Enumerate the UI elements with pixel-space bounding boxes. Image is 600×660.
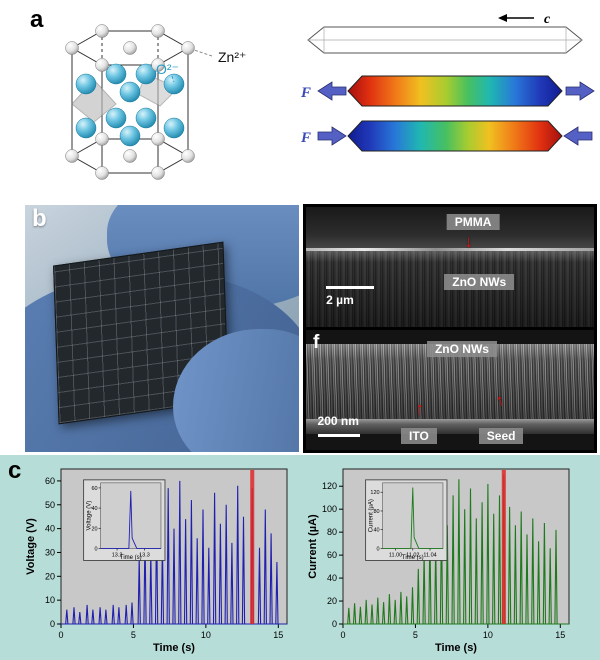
pmma-interface-line — [306, 247, 594, 252]
o-ion-label: O²⁻ — [156, 61, 179, 77]
svg-text:Voltage (V): Voltage (V) — [87, 501, 93, 531]
svg-text:40: 40 — [373, 528, 379, 534]
svg-text:120: 120 — [322, 481, 337, 491]
panel-a-label: a — [30, 6, 44, 33]
current-chart-svg: 0 5 10 15 0 20 40 60 80 100 120 Time (s) Current (µA… — [307, 468, 570, 654]
svg-text:Voltage (V): Voltage (V) — [25, 518, 37, 575]
sem-image-bottom: f ZnO NWs ↑ ITO ↑ Seed 200 nm — [306, 330, 594, 450]
scale-label-2um: 2 µm — [326, 293, 354, 308]
svg-text:120: 120 — [370, 490, 379, 496]
svg-text:20: 20 — [327, 596, 337, 606]
panel-c: c 0 5 10 15 0 10 20 30 40 50 60 Time (s) Voltage (V)… — [0, 455, 600, 660]
svg-text:20: 20 — [45, 571, 55, 581]
voltage-chart-svg: 0 5 10 15 0 10 20 30 40 50 60 Time (s) Voltage (V) 13… — [25, 468, 288, 654]
svg-text:60: 60 — [45, 476, 55, 486]
svg-text:0: 0 — [340, 630, 345, 640]
svg-text:15: 15 — [555, 630, 565, 640]
svg-text:80: 80 — [373, 509, 379, 515]
pmma-arrow-down-icon: ↓ — [464, 232, 473, 252]
tension-force-label: F — [300, 85, 311, 101]
panel-b: b PMMA ↓ ZnO NWs 2 µm f ZnO NWs ↑ ITO ↑ … — [0, 202, 600, 455]
svg-text:0: 0 — [58, 630, 63, 640]
zn-label-pointer — [193, 49, 213, 57]
svg-text:10: 10 — [483, 630, 493, 640]
compression-arrow-left-icon — [317, 126, 347, 146]
svg-text:50: 50 — [45, 500, 55, 510]
seed-label: Seed — [478, 428, 524, 445]
svg-text:10: 10 — [45, 595, 55, 605]
svg-text:15: 15 — [273, 630, 283, 640]
svg-text:0: 0 — [377, 546, 380, 552]
zn-ion-label: Zn²⁺ — [218, 49, 246, 65]
sem-column: PMMA ↓ ZnO NWs 2 µm f ZnO NWs ↑ ITO ↑ Se… — [303, 204, 597, 453]
svg-text:30: 30 — [45, 547, 55, 557]
panel-c-label: c — [8, 457, 22, 484]
svg-text:Current (µA): Current (µA) — [307, 514, 319, 579]
wurtzite-crystal-structure-diagram: Zn²⁺ O²⁻ — [65, 24, 246, 180]
svg-text:5: 5 — [131, 630, 136, 640]
compression-arrow-right-icon — [563, 126, 593, 146]
o-label-pointer — [171, 75, 175, 83]
svg-text:Current (µA): Current (µA) — [369, 499, 375, 532]
svg-text:0: 0 — [332, 619, 337, 629]
compression-force-label: F — [300, 130, 311, 146]
voltage-chart: 0 5 10 15 0 10 20 30 40 50 60 Time (s) Voltage (V) 13… — [24, 462, 294, 654]
oxygen-atoms — [75, 63, 185, 147]
svg-text:Time (s): Time (s) — [120, 555, 142, 561]
tension-rod — [347, 75, 563, 107]
nanowire-piezopotential-schematic: c F F — [300, 12, 595, 152]
compressed-nanowire: F — [300, 120, 593, 152]
svg-text:Time (s): Time (s) — [153, 642, 195, 654]
svg-text:Time (s): Time (s) — [435, 642, 477, 654]
svg-text:13.2: 13.2 — [112, 552, 123, 558]
scale-label-200nm: 200 nm — [317, 414, 359, 428]
svg-text:40: 40 — [327, 573, 337, 583]
svg-text:40: 40 — [45, 524, 55, 534]
zinc-atoms — [65, 24, 195, 180]
unstrained-nanowire — [307, 26, 583, 54]
svg-text:60: 60 — [327, 550, 337, 560]
zno-nws-label-bottom: ZnO NWs — [426, 340, 497, 357]
svg-text:0: 0 — [95, 546, 98, 552]
panel-b-label: b — [32, 205, 47, 232]
zno-nws-label-top: ZnO NWs — [444, 274, 515, 291]
svg-text:10: 10 — [201, 630, 211, 640]
svg-text:5: 5 — [413, 630, 418, 640]
compression-rod — [347, 120, 563, 152]
svg-text:13.3: 13.3 — [139, 552, 150, 558]
c-axis-label: c — [544, 12, 551, 27]
tension-arrow-left-icon — [317, 81, 347, 101]
ito-label: ITO — [401, 428, 437, 445]
svg-text:20: 20 — [91, 526, 97, 532]
scale-bar-200nm — [317, 434, 360, 438]
svg-text:Time (s): Time (s) — [402, 555, 424, 561]
pmma-label: PMMA — [446, 214, 500, 231]
svg-text:100: 100 — [322, 504, 337, 514]
svg-text:11.04: 11.04 — [423, 552, 436, 558]
ito-arrow-up-icon: ↑ — [415, 398, 424, 418]
sem-image-top: PMMA ↓ ZnO NWs 2 µm — [306, 207, 594, 327]
panel-f-label: f — [313, 332, 320, 353]
scale-bar-2um — [326, 286, 375, 290]
svg-text:80: 80 — [327, 527, 337, 537]
svg-text:11.02: 11.02 — [406, 552, 419, 558]
device-photo: b — [25, 205, 299, 452]
svg-text:11.00: 11.00 — [389, 552, 402, 558]
panel-a: a — [0, 0, 600, 202]
tension-arrow-right-icon — [565, 81, 595, 101]
svg-text:0: 0 — [50, 619, 55, 629]
svg-text:40: 40 — [91, 506, 97, 512]
c-axis-arrow: c — [498, 12, 551, 27]
svg-text:60: 60 — [91, 486, 97, 492]
stretched-nanowire: F — [300, 75, 595, 107]
current-chart: 0 5 10 15 0 20 40 60 80 100 120 Time (s) Current (µA… — [306, 462, 576, 654]
